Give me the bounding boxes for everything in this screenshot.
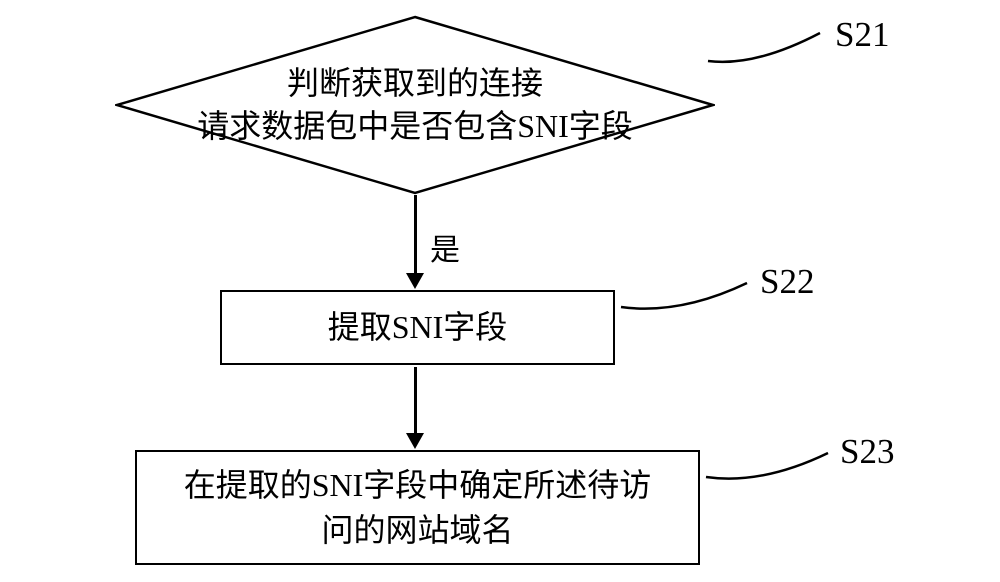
decision-text-line1: 判断获取到的连接 (287, 65, 543, 101)
step-label-s23: S23 (840, 432, 894, 472)
process-text-s23-line1: 在提取的SNI字段中确定所述待访 (184, 467, 652, 503)
leader-s21 (700, 25, 830, 75)
edge-label-yes: 是 (430, 225, 460, 269)
process-node-s22: 提取SNI字段 (220, 290, 615, 365)
leader-s23 (700, 445, 835, 495)
process-node-s23: 在提取的SNI字段中确定所述待访 问的网站域名 (135, 450, 700, 565)
flowchart-canvas: 判断获取到的连接 请求数据包中是否包含SNI字段 S21 是 提取SNI字段 S… (0, 0, 1000, 582)
edge-s22-s23 (414, 367, 417, 435)
decision-text-line2: 请求数据包中是否包含SNI字段 (197, 108, 633, 144)
edge-s22-s23-head (406, 433, 424, 449)
leader-s22 (615, 275, 755, 325)
step-label-s22: S22 (760, 262, 814, 302)
decision-text: 判断获取到的连接 请求数据包中是否包含SNI字段 (115, 15, 715, 195)
process-text-s22: 提取SNI字段 (328, 305, 508, 350)
decision-node-s21: 判断获取到的连接 请求数据包中是否包含SNI字段 (115, 15, 715, 195)
edge-s21-s22-head (406, 273, 424, 289)
step-label-s21: S21 (835, 15, 889, 55)
edge-s21-s22 (414, 195, 417, 275)
process-text-s23-line2: 问的网站域名 (321, 512, 513, 548)
